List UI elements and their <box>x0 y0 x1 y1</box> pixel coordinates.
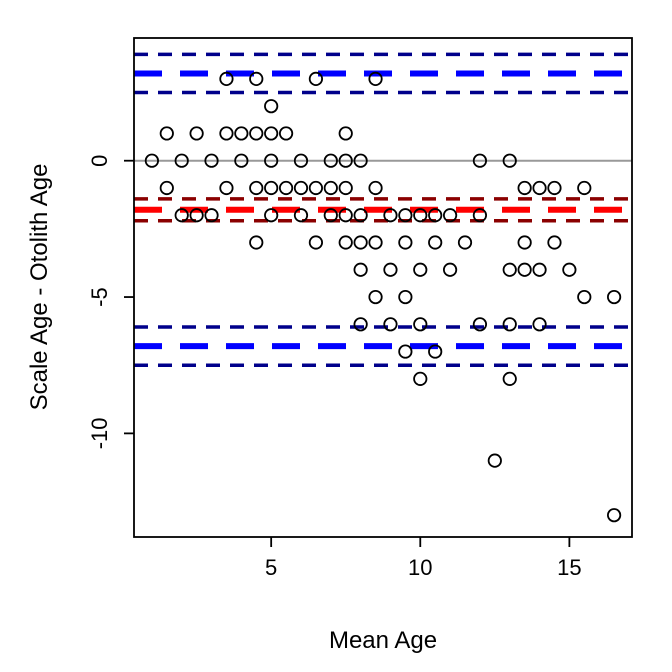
scatter-point <box>547 180 562 196</box>
scatter-point <box>174 153 189 168</box>
x-axis-title: Mean Age <box>329 627 437 654</box>
scatter-point <box>353 235 368 250</box>
x-tick-label: 15 <box>557 555 581 580</box>
scatter-point <box>487 453 502 468</box>
scatter-point <box>219 126 234 141</box>
scatter-point <box>249 180 264 196</box>
scatter-point <box>189 126 204 141</box>
scatter-point <box>353 317 368 332</box>
scatter-point <box>383 317 398 332</box>
scatter-point <box>442 208 458 223</box>
scatter-point <box>502 371 517 386</box>
scatter-point <box>562 262 577 277</box>
y-axis-title: Scale Age - Otolith Age <box>26 164 53 411</box>
scatter-point <box>398 289 413 305</box>
scatter-point <box>517 262 532 277</box>
scatter-point <box>428 235 443 250</box>
scatter-point <box>398 208 413 223</box>
scatter-point <box>338 126 353 141</box>
scatter-point <box>338 153 353 168</box>
scatter-point <box>219 180 234 196</box>
scatter-point <box>353 208 368 223</box>
scatter-point <box>442 262 458 277</box>
scatter-point <box>264 99 279 114</box>
scatter-point <box>353 262 368 277</box>
scatter-point <box>413 208 428 223</box>
scatter-point <box>532 180 547 196</box>
scatter-point <box>189 208 204 223</box>
scatter-point <box>577 180 592 196</box>
scatter-point <box>159 180 174 196</box>
scatter-point <box>234 153 249 168</box>
scatter-point <box>308 71 324 87</box>
scatter-point <box>368 180 383 196</box>
scatter-point <box>607 508 622 523</box>
scatter-point <box>278 126 294 141</box>
scatter-point <box>398 344 413 359</box>
scatter-point <box>159 126 174 141</box>
scatter-point <box>264 180 279 196</box>
scatter-point <box>338 208 353 223</box>
scatter-point <box>502 262 517 277</box>
scatter-point <box>413 262 428 277</box>
scatter-point <box>368 71 383 87</box>
x-tick-label: 5 <box>265 555 277 580</box>
scatter-point <box>249 71 264 87</box>
scatter-point <box>278 180 294 196</box>
scatter-point <box>383 262 398 277</box>
scatter-point <box>607 289 622 305</box>
scatter-point <box>547 235 562 250</box>
scatter-point <box>413 371 428 386</box>
scatter-point <box>308 235 324 250</box>
scatter-point <box>308 180 324 196</box>
scatter-point <box>323 180 338 196</box>
scatter-point <box>398 235 413 250</box>
y-tick-label: -5 <box>87 287 112 307</box>
scatter-point <box>323 208 338 223</box>
scatter-point <box>368 235 383 250</box>
scatter-point <box>457 235 473 250</box>
scatter-point <box>532 262 547 277</box>
scatter-point <box>264 208 279 223</box>
scatter-point <box>517 235 532 250</box>
scatter-point <box>323 153 338 168</box>
plot-frame <box>133 37 633 538</box>
scatter-point <box>204 153 219 168</box>
scatter-point <box>204 208 219 223</box>
scatter-point <box>264 126 279 141</box>
scatter-point <box>428 344 443 359</box>
scatter-point <box>249 126 264 141</box>
scatter-point <box>472 208 488 223</box>
scatter-point <box>144 153 159 168</box>
scatter-point <box>577 289 592 305</box>
y-tick-label: -10 <box>87 417 112 449</box>
scatter-point <box>219 71 234 87</box>
scatter-point <box>338 235 353 250</box>
scatter-point <box>264 153 279 168</box>
scatter-point <box>472 153 488 168</box>
x-tick-label: 10 <box>408 555 432 580</box>
scatter-point <box>338 180 353 196</box>
scatter-point <box>502 317 517 332</box>
scatter-point <box>383 208 398 223</box>
scatter-point <box>234 126 249 141</box>
scatter-point <box>472 317 488 332</box>
scatter-point <box>249 235 264 250</box>
scatter-point <box>502 153 517 168</box>
scatter-point <box>293 153 309 168</box>
y-tick-label: 0 <box>87 155 112 167</box>
scatter-point <box>428 208 443 223</box>
scatter-point <box>413 317 428 332</box>
scatter-point <box>532 317 547 332</box>
scatter-point <box>174 208 189 223</box>
scatter-point <box>517 180 532 196</box>
scatter-point <box>368 289 383 305</box>
scatter-point <box>293 208 309 223</box>
scatter-point <box>293 180 309 196</box>
scatter-point <box>353 153 368 168</box>
